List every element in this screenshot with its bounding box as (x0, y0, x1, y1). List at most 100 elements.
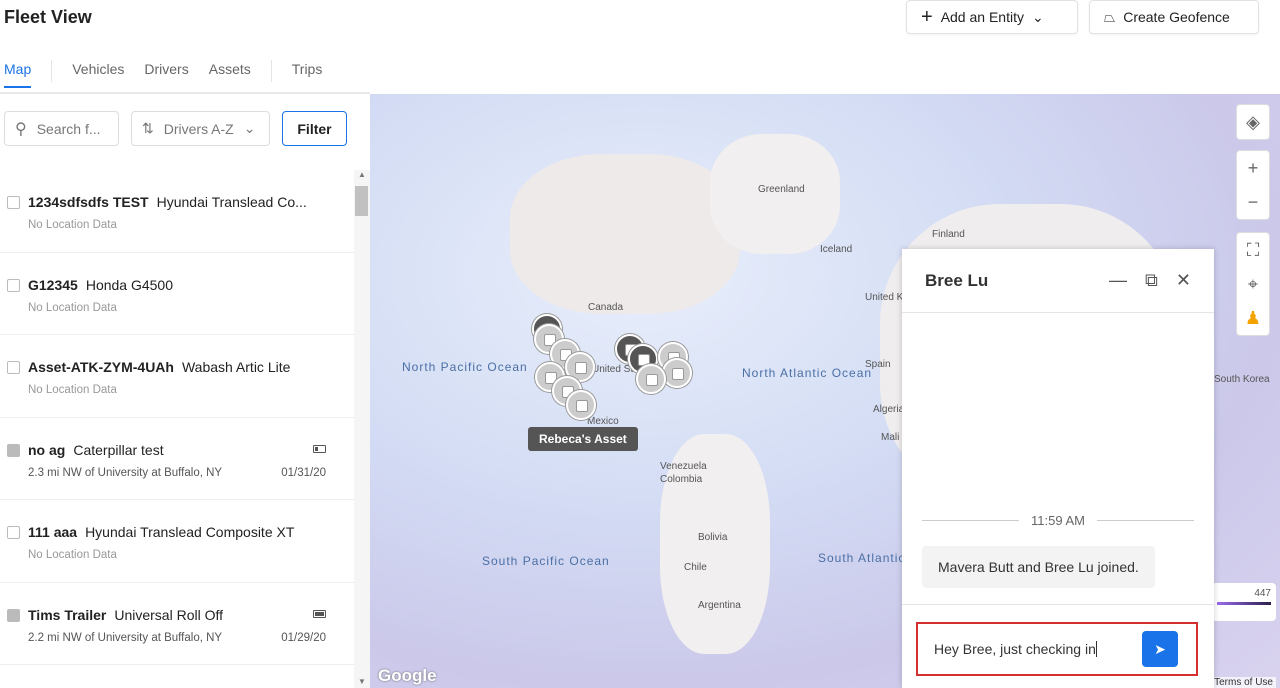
scrollbar[interactable]: ▲ ▼ (354, 170, 370, 688)
expand-icon[interactable]: ⧉ (1145, 270, 1158, 290)
create-geofence-button[interactable]: ⏢ Create Geofence (1089, 0, 1259, 34)
tab-drivers[interactable]: Drivers (144, 61, 189, 77)
chevron-down-icon: ⌄ (243, 120, 256, 136)
chat-header: Bree Lu — ⧉ ✕ (902, 249, 1214, 313)
zoom-in-button[interactable]: + (1247, 157, 1259, 178)
map-place-label: Iceland (820, 244, 853, 255)
geofence-icon: ⏢ (1104, 8, 1116, 25)
item-checkbox[interactable] (7, 278, 20, 292)
sort-dropdown[interactable]: ⇅ Drivers A-Z ⌄ (131, 111, 270, 146)
item-checkbox[interactable] (7, 196, 20, 209)
item-id: Tims Trailer (28, 606, 107, 623)
item-model: Hyundai Translead Co... (156, 194, 307, 210)
close-icon[interactable]: ✕ (1175, 270, 1191, 290)
layers-button[interactable]: ◈ (1236, 104, 1270, 140)
item-name: G12345 Honda G4500 (28, 277, 173, 293)
land-greenland (710, 134, 840, 254)
layers-icon: ◈ (1246, 111, 1260, 132)
add-entity-button[interactable]: + Add an Entity ⌄ (906, 0, 1078, 34)
map-place-label: Venezuela (660, 461, 707, 472)
scroll-up-icon[interactable]: ▲ (358, 170, 366, 179)
item-id: G12345 (28, 276, 78, 293)
item-name: Asset-ATK-ZYM-4UAh Wabash Artic Lite (28, 359, 290, 375)
item-name: Tims Trailer Universal Roll Off (28, 607, 223, 623)
locate-button[interactable]: ⌖ (1247, 273, 1259, 294)
message-input-value[interactable]: Hey Bree, just checking in (934, 641, 1096, 657)
item-location: No Location Data (28, 301, 117, 314)
list-item[interactable]: no ag Caterpillar test 2.3 mi NW of Unive… (0, 418, 354, 500)
heatmap-legend: 447 (1212, 583, 1276, 621)
search-input[interactable]: ⚲ Search f... (4, 111, 119, 146)
scrollbar-thumb[interactable] (355, 186, 368, 216)
plus-icon: + (921, 5, 933, 28)
divider (902, 604, 1214, 605)
map-place-label: Greenland (758, 184, 805, 195)
list-item[interactable]: Tims Trailer Universal Roll Off 2.2 mi NW… (0, 583, 354, 665)
page-title: Fleet View (4, 7, 92, 27)
map-place-label: Finland (932, 229, 965, 240)
fullscreen-button[interactable]: ⛶ (1246, 239, 1260, 260)
divider (0, 92, 370, 94)
map-place-label: Mali (881, 432, 900, 443)
ocean-label: North Atlantic Ocean (742, 366, 873, 380)
search-placeholder: Search f... (36, 120, 101, 137)
item-id: Asset-ATK-ZYM-4UAh (28, 359, 174, 375)
asset-pin[interactable] (662, 358, 692, 388)
map-place-label: United States (592, 364, 653, 375)
chat-title: Bree Lu (925, 270, 989, 290)
map-place-label: Mexico (587, 416, 619, 427)
tab-vehicles[interactable]: Vehicles (72, 61, 125, 77)
item-location: No Location Data (28, 549, 117, 561)
chat-timestamp: 11:59 AM (922, 513, 1194, 528)
timestamp-text: 11:59 AM (1031, 513, 1085, 528)
chevron-down-icon: ⌄ (1031, 8, 1044, 25)
item-location: No Location Data (28, 219, 117, 231)
item-date: 01/29/20 (281, 631, 326, 644)
item-name: no ag Caterpillar test (28, 442, 164, 458)
item-model: Hyundai Translead Composite XT (85, 524, 295, 540)
create-geofence-label: Create Geofence (1123, 9, 1230, 25)
map-place-label: Spain (865, 359, 891, 370)
zoom-controls: + − (1236, 150, 1270, 220)
asset-pin[interactable] (566, 390, 596, 420)
item-checkbox[interactable] (7, 526, 20, 539)
system-message: Mavera Butt and Bree Lu joined. (922, 546, 1155, 588)
tab-trips[interactable]: Trips (291, 61, 323, 77)
item-model: Wabash Artic Lite (181, 359, 291, 375)
item-checkbox[interactable] (7, 608, 20, 622)
list-item[interactable]: 111 aaa Hyundai Translead Composite XT No… (0, 500, 354, 583)
zoom-out-button[interactable]: − (1247, 191, 1259, 212)
list-item[interactable]: 1234sdfsdfs TEST Hyundai Translead Co... … (0, 170, 354, 253)
item-name: 1234sdfsdfs TEST Hyundai Translead Co... (28, 194, 307, 210)
divider (270, 60, 272, 82)
asset-pin[interactable] (636, 364, 666, 394)
map-place-label: Colombia (660, 474, 703, 485)
send-button[interactable]: ➤ (1142, 631, 1178, 667)
sort-icon: ⇅ (142, 120, 154, 136)
street-view-pegman-icon[interactable]: ♟ (1244, 307, 1262, 328)
item-date: 01/31/20 (281, 466, 326, 479)
filter-button[interactable]: Filter (282, 111, 347, 146)
divider (51, 60, 53, 82)
item-id: 111 aaa (28, 524, 78, 540)
land-north-america (510, 154, 740, 314)
chat-panel: Bree Lu — ⧉ ✕ 11:59 AM Mavera Butt and B… (902, 249, 1214, 688)
google-logo: Google (378, 666, 437, 685)
item-model: Honda G4500 (85, 276, 174, 293)
item-checkbox[interactable] (7, 361, 20, 374)
message-input[interactable]: Hey Bree, just checking in ➤ (916, 622, 1198, 676)
item-checkbox[interactable] (7, 443, 20, 457)
legend-gradient (1217, 602, 1271, 605)
tab-assets[interactable]: Assets (208, 61, 251, 77)
minimize-icon[interactable]: — (1109, 270, 1128, 290)
item-id: 1234sdfsdfs TEST (28, 194, 149, 210)
asset-pin[interactable] (565, 352, 595, 382)
map-place-label: Algeria (873, 404, 905, 415)
item-location: 2.2 mi NW of University at Buffalo, NY (28, 631, 223, 644)
asset-list: 1234sdfsdfs TEST Hyundai Translead Co... … (0, 170, 354, 688)
terms-link[interactable]: Terms of Use (1211, 677, 1276, 688)
tab-map[interactable]: Map (4, 52, 32, 88)
scroll-down-icon[interactable]: ▼ (358, 677, 366, 686)
list-item[interactable]: Asset-ATK-ZYM-4UAh Wabash Artic Lite No L… (0, 335, 354, 418)
list-item[interactable]: G12345 Honda G4500 No Location Data (0, 253, 354, 335)
